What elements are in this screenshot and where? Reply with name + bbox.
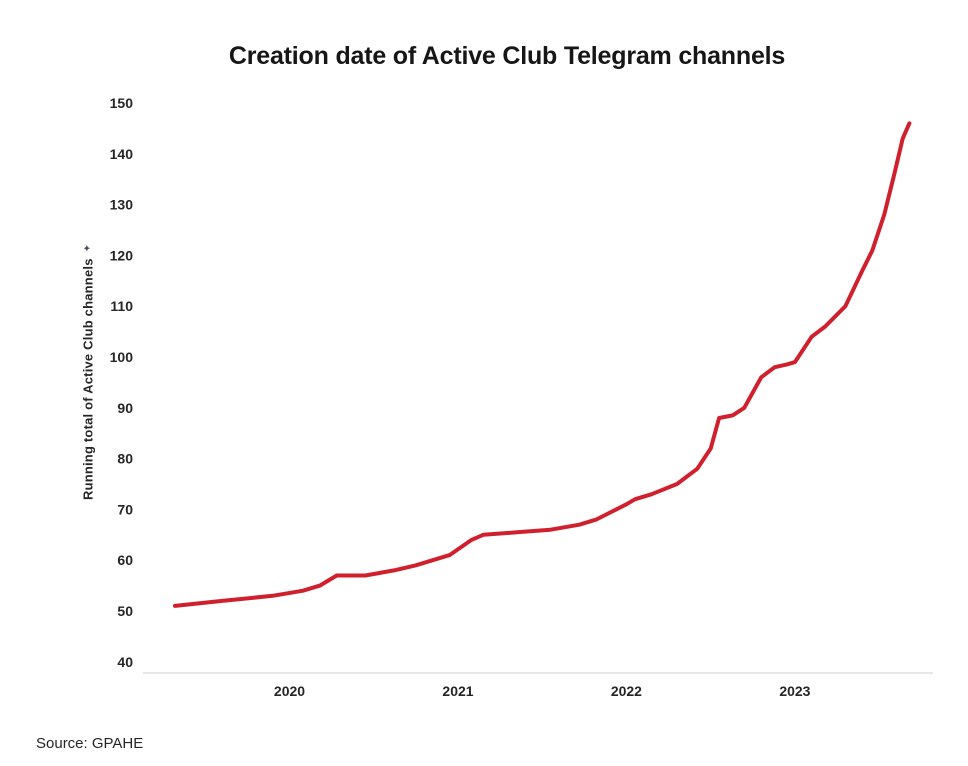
x-tick-label: 2023 (779, 683, 810, 699)
y-tick-label: 60 (117, 552, 133, 568)
chart-title: Creation date of Active Club Telegram ch… (228, 42, 786, 70)
x-tick-label: 2021 (442, 683, 473, 699)
source-text: Source: GPAHE (36, 735, 144, 752)
y-tick-label: 80 (117, 451, 133, 467)
x-tick-label: 2020 (274, 683, 305, 699)
trend-line (173, 121, 912, 608)
y-tick-label: 130 (110, 197, 134, 213)
line-chart-svg: 40 50 60 70 80 90 100 110 120 130 140 150 2020 2021 20… (110, 95, 933, 699)
y-tick-label: 150 (110, 95, 134, 111)
y-tick-label: 100 (110, 349, 134, 365)
y-tick-label: 110 (110, 298, 133, 314)
y-tick-label: 40 (117, 654, 133, 670)
x-tick-label: 2022 (611, 683, 642, 699)
y-tick-label: 140 (110, 146, 134, 162)
y-tick-label: 120 (110, 247, 134, 263)
y-tick-label: 50 (117, 603, 133, 619)
y-tick-label: 70 (117, 501, 133, 517)
y-tick-label: 90 (117, 400, 133, 416)
